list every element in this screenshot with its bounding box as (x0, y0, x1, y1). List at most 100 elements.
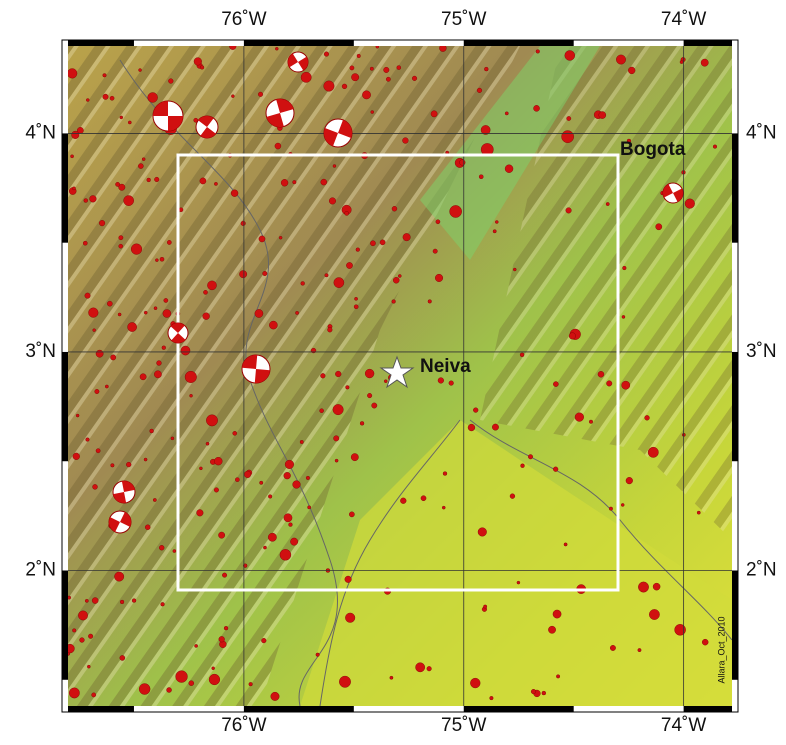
earthquake (159, 545, 164, 550)
earthquake (349, 512, 354, 517)
earthquake (362, 91, 370, 99)
earthquake (478, 528, 487, 537)
earthquake (84, 199, 88, 203)
earthquake (168, 79, 173, 84)
earthquake (120, 655, 125, 660)
earthquake (105, 385, 108, 388)
earthquake (300, 440, 303, 443)
earthquake (562, 131, 574, 143)
earthquake (85, 293, 90, 298)
earthquake (598, 371, 604, 377)
border-segment (62, 133, 68, 242)
earthquake (224, 626, 228, 630)
earthquake (83, 241, 87, 245)
earthquake (153, 498, 156, 501)
earthquake (622, 315, 625, 318)
earthquake (120, 116, 123, 119)
earthquake (119, 236, 123, 240)
lon-label: 74˚W (661, 715, 706, 736)
earthquake (638, 582, 648, 592)
earthquake (589, 420, 593, 424)
earthquake (148, 92, 158, 102)
earthquake (207, 281, 216, 290)
earthquake (293, 180, 297, 184)
earthquake (199, 467, 202, 470)
earthquake (67, 69, 77, 79)
earthquake (293, 481, 301, 489)
earthquake (433, 249, 437, 253)
earthquake (649, 609, 659, 619)
lon-label: 74˚W (661, 9, 706, 30)
earthquake (327, 327, 332, 332)
earthquake (161, 602, 165, 606)
earthquake (285, 460, 294, 469)
earthquake (69, 688, 79, 698)
earthquake (365, 369, 374, 378)
earthquake (493, 230, 496, 233)
earthquake (393, 277, 399, 283)
earthquake (656, 224, 662, 230)
earthquake (335, 459, 338, 462)
lat-label: 2˚N (25, 560, 56, 581)
earthquake (147, 178, 151, 182)
earthquake (140, 374, 146, 380)
city-label: Bogota (620, 139, 686, 160)
earthquake (569, 333, 576, 340)
earthquake (346, 262, 352, 268)
earthquake (280, 549, 291, 560)
earthquake (638, 648, 641, 651)
earthquake (128, 322, 137, 331)
earthquake (468, 424, 475, 431)
earthquake (412, 76, 417, 81)
earthquake (167, 240, 171, 244)
earthquake (479, 175, 483, 179)
earthquake (350, 66, 354, 70)
earthquake (386, 77, 390, 81)
border-segment (62, 352, 68, 461)
earthquake (200, 66, 204, 70)
earthquake (553, 610, 561, 618)
lat-label: 4˚N (25, 122, 56, 143)
earthquake (92, 693, 96, 697)
earthquake (275, 143, 281, 149)
earthquake (427, 666, 432, 671)
earthquake (185, 371, 197, 383)
earthquake (157, 361, 162, 366)
earthquake (115, 182, 119, 186)
earthquake (606, 381, 612, 387)
earthquake (403, 233, 411, 241)
border-segment (68, 40, 134, 46)
earthquake (222, 573, 227, 578)
earthquake (72, 187, 75, 190)
earthquake (218, 532, 224, 538)
earthquake (599, 112, 606, 119)
earthquake (484, 67, 488, 71)
earthquake (428, 300, 432, 304)
earthquake (90, 195, 97, 202)
earthquake (244, 471, 251, 478)
earthquake (371, 111, 374, 114)
border-segment (684, 40, 732, 46)
earthquake (80, 638, 85, 643)
earthquake (345, 613, 355, 623)
earthquake (290, 538, 297, 545)
earthquake (320, 373, 325, 378)
earthquake (126, 462, 131, 467)
earthquake (443, 472, 447, 476)
earthquake (120, 600, 124, 604)
earthquake (333, 404, 343, 414)
earthquake (150, 429, 154, 433)
earthquake (713, 145, 717, 149)
earthquake (697, 511, 700, 514)
earthquake (356, 248, 360, 252)
earthquake (139, 69, 142, 72)
earthquake (144, 458, 147, 461)
credit: Allara_Oct_2010 (716, 616, 726, 683)
earthquake (610, 645, 615, 650)
earthquake (86, 99, 89, 102)
earthquake (111, 464, 115, 468)
earthquake (171, 437, 174, 440)
earthquake (622, 381, 630, 389)
earthquake (449, 381, 454, 386)
earthquake (609, 507, 613, 511)
